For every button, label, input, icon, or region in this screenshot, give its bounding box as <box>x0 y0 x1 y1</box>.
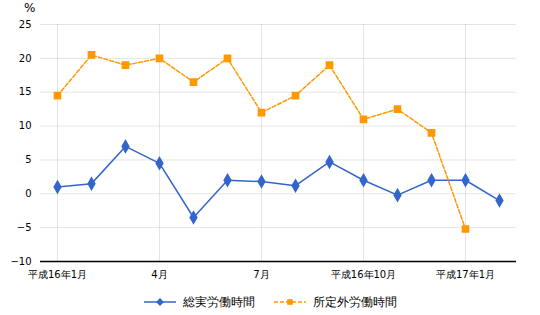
svg-text:0: 0 <box>25 188 31 199</box>
svg-text:20: 20 <box>19 53 32 64</box>
svg-text:平成17年1月: 平成17年1月 <box>436 269 495 280</box>
svg-text:15: 15 <box>19 86 32 97</box>
svg-text:5: 5 <box>25 154 31 165</box>
svg-text:−10: −10 <box>10 256 31 267</box>
svg-text:25: 25 <box>19 19 32 30</box>
html-text:総実労働時間: 総実労働時間 <box>183 294 255 309</box>
svg-text:平成16年10月: 平成16年10月 <box>331 269 396 280</box>
svg-text:10: 10 <box>19 120 32 131</box>
svg-text:−5: −5 <box>17 222 32 233</box>
svg-text:平成16年1月: 平成16年1月 <box>28 269 87 280</box>
svg-text:7月: 7月 <box>253 269 269 280</box>
svg-text:4月: 4月 <box>151 269 167 280</box>
html-text:所定外労働時間: 所定外労働時間 <box>313 294 397 309</box>
